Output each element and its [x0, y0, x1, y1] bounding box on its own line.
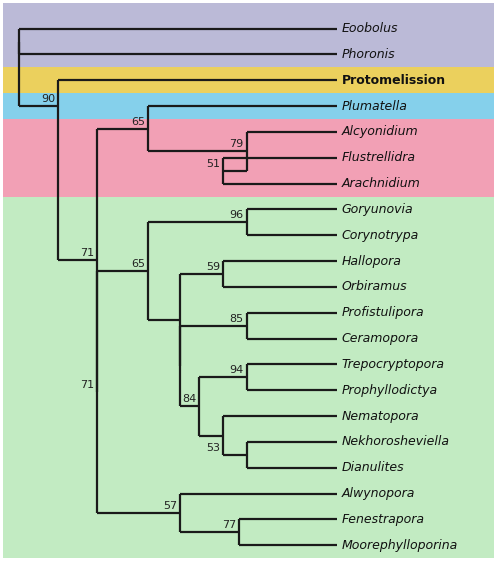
- Text: 84: 84: [182, 394, 197, 404]
- Text: Phoronis: Phoronis: [341, 48, 395, 61]
- Text: 57: 57: [163, 501, 177, 511]
- Text: 65: 65: [132, 259, 146, 269]
- Text: Protomelission: Protomelission: [341, 74, 446, 87]
- Text: 59: 59: [206, 262, 220, 272]
- Text: Ceramopora: Ceramopora: [341, 332, 419, 345]
- Text: Hallopora: Hallopora: [341, 255, 402, 268]
- Text: Dianulites: Dianulites: [341, 461, 404, 474]
- Text: 71: 71: [80, 249, 94, 259]
- Text: 77: 77: [222, 520, 236, 530]
- Text: Goryunovia: Goryunovia: [341, 203, 414, 216]
- Text: Moorephylloporina: Moorephylloporina: [341, 539, 458, 552]
- Bar: [3, 67, 494, 93]
- Text: Orbiramus: Orbiramus: [341, 280, 408, 293]
- Text: 79: 79: [230, 139, 244, 149]
- Text: 94: 94: [230, 365, 244, 375]
- Text: Alwynopora: Alwynopora: [341, 487, 415, 500]
- Text: Fenestrapora: Fenestrapora: [341, 513, 424, 526]
- Text: 71: 71: [80, 380, 94, 390]
- Bar: [3, 3, 494, 67]
- Text: 96: 96: [230, 210, 244, 220]
- Text: Eoobolus: Eoobolus: [341, 22, 398, 35]
- Text: Corynotrypa: Corynotrypa: [341, 229, 419, 242]
- Text: Profistulipora: Profistulipora: [341, 306, 424, 319]
- Text: Plumatella: Plumatella: [341, 100, 408, 113]
- Text: Arachnidium: Arachnidium: [341, 177, 420, 190]
- Text: Nematopora: Nematopora: [341, 410, 419, 422]
- Text: Prophyllodictya: Prophyllodictya: [341, 384, 438, 397]
- Text: 51: 51: [206, 159, 220, 169]
- Text: Flustrellidra: Flustrellidra: [341, 151, 415, 164]
- Text: Trepocryptopora: Trepocryptopora: [341, 358, 445, 371]
- Text: 85: 85: [230, 314, 244, 324]
- Text: Alcyonidium: Alcyonidium: [341, 126, 418, 139]
- Bar: [3, 196, 494, 558]
- Text: 53: 53: [206, 443, 220, 453]
- Text: Nekhorosheviella: Nekhorosheviella: [341, 435, 450, 448]
- Text: 90: 90: [41, 94, 55, 104]
- Text: 65: 65: [132, 117, 146, 127]
- Bar: [3, 119, 494, 196]
- Bar: [3, 93, 494, 119]
